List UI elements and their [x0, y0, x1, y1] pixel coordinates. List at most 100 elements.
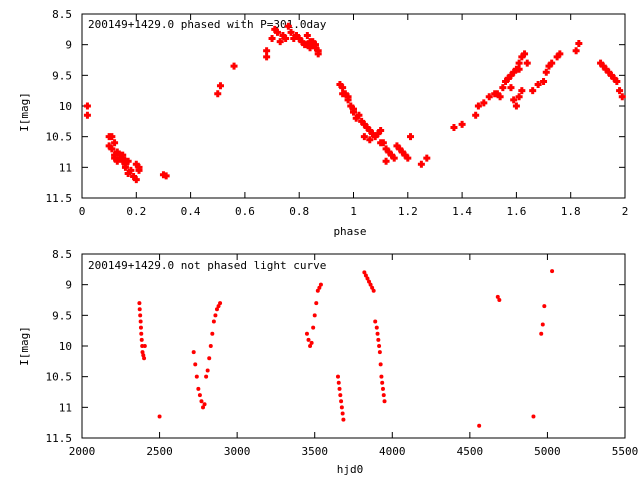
phased-data-point: [545, 62, 553, 70]
phased-data-point: [263, 47, 271, 55]
phased-data-point: [352, 114, 360, 122]
unphased-data-point: [339, 405, 344, 410]
unphased-data-point: [377, 344, 382, 348]
phased-data-point: [314, 50, 322, 58]
phased-data-point: [510, 68, 518, 76]
unphased-data-point: [141, 353, 146, 358]
unphased-data-point: [340, 411, 345, 416]
unphased-data-point: [201, 405, 206, 410]
phased-data-point: [124, 157, 132, 165]
unphased-data-point: [193, 362, 198, 367]
phased-data-point: [504, 74, 512, 82]
phased-data-point: [529, 87, 537, 95]
unphased-data-point: [374, 325, 379, 330]
phased-data-point: [350, 105, 357, 113]
phased-data-point: [515, 93, 523, 101]
phased-y-tick-label: 10.5: [46, 131, 73, 144]
unphased-data-point: [378, 362, 383, 367]
unphased-data-point: [550, 269, 555, 274]
phased-x-tick-label: 1.8: [561, 205, 581, 218]
phased-data-point: [119, 151, 127, 159]
phased-y-tick-label: 9.5: [52, 69, 72, 82]
unphased-data-point: [216, 304, 221, 309]
unphased-data-point: [337, 386, 342, 391]
phased-y-axis-label-group: I[mag]: [18, 92, 31, 132]
phased-data-point: [496, 93, 504, 101]
unphased-data-point: [341, 417, 346, 422]
phased-x-tick-label: 0.6: [235, 205, 255, 218]
phased-x-tick-label: 0: [79, 205, 86, 218]
unphased-data-point: [477, 423, 482, 428]
unphased-data-point: [204, 374, 209, 379]
phased-data-point: [377, 127, 385, 135]
phased-data-point: [618, 93, 626, 101]
unphased-y-tick-label: 10: [59, 340, 72, 353]
phased-data-point: [616, 87, 624, 95]
phased-y-tick-label: 10: [59, 100, 72, 113]
phased-data-point: [214, 90, 222, 98]
unphased-data-point: [138, 325, 143, 330]
unphased-y-tick-label: 9: [65, 279, 72, 292]
phased-data-point: [450, 123, 458, 131]
phased-data-point: [548, 59, 556, 67]
phased-data-point: [515, 59, 523, 67]
unphased-data-point: [380, 380, 385, 385]
phased-y-tick-label: 11.5: [46, 192, 73, 205]
phased-data-point: [510, 96, 518, 104]
unphased-data-point: [495, 294, 500, 299]
phased-data-point: [132, 160, 140, 168]
phased-data-point: [512, 102, 520, 110]
phased-data-point: [360, 133, 368, 141]
unphased-data-point: [142, 344, 147, 348]
unphased-data-point: [309, 340, 314, 345]
unphased-y-tick-label: 11: [59, 401, 72, 414]
unphased-x-tick-label: 4500: [457, 445, 484, 458]
unphased-data-point: [137, 307, 142, 312]
unphased-data-point: [205, 368, 210, 373]
unphased-data-point: [542, 304, 547, 309]
unphased-light-curve-panel: I[mag] hjd0 200149+1429.0 not phased lig…: [18, 248, 638, 476]
phased-data-point: [303, 31, 311, 39]
phased-data-point: [303, 41, 311, 49]
phased-x-tick-label: 1.6: [506, 205, 526, 218]
phased-data-point: [83, 111, 91, 119]
phased-data-point: [458, 120, 466, 128]
phased-data-point: [271, 25, 279, 33]
phased-x-tick-label: 1.2: [398, 205, 418, 218]
phased-data-point: [366, 136, 374, 144]
phased-data-point: [339, 84, 347, 92]
unphased-data-point: [315, 288, 320, 293]
unphased-x-tick-label: 3000: [224, 445, 251, 458]
unphased-data-point: [139, 331, 144, 336]
unphased-data-point: [210, 331, 215, 336]
unphased-data-point: [306, 337, 311, 342]
unphased-data-point: [157, 414, 162, 419]
phased-data-point: [344, 93, 352, 101]
phased-y-tick-label: 8.5: [52, 8, 72, 21]
unphased-data-point: [531, 414, 536, 419]
unphased-data-point: [314, 301, 319, 306]
unphased-data-point: [377, 350, 382, 355]
phased-data-point: [339, 90, 347, 98]
phased-data-point: [575, 39, 583, 47]
unphased-data-point: [207, 356, 212, 361]
phased-data-point: [309, 38, 317, 46]
unphased-data-point: [373, 319, 378, 324]
phased-data-point: [268, 35, 276, 43]
phased-data-point: [485, 93, 493, 101]
unphased-data-point: [540, 322, 545, 327]
phased-light-curve-panel: I[mag] phase 200149+1429.0 phased with P…: [18, 8, 628, 238]
phased-x-tick-label: 0.4: [181, 205, 201, 218]
unphased-data-point: [308, 344, 313, 348]
unphased-x-tick-label: 2000: [69, 445, 96, 458]
unphased-data-point: [304, 331, 309, 336]
phased-data-point: [374, 130, 382, 138]
unphased-data-point: [381, 393, 386, 398]
unphased-data-point: [363, 273, 368, 278]
phased-data-point: [230, 62, 238, 70]
phased-data-point: [572, 47, 580, 55]
phased-x-tick-label: 0.2: [126, 205, 146, 218]
unphased-data-point: [196, 386, 201, 391]
unphased-y-tick-label: 9.5: [52, 309, 72, 322]
phased-x-axis-label: phase: [333, 225, 366, 238]
